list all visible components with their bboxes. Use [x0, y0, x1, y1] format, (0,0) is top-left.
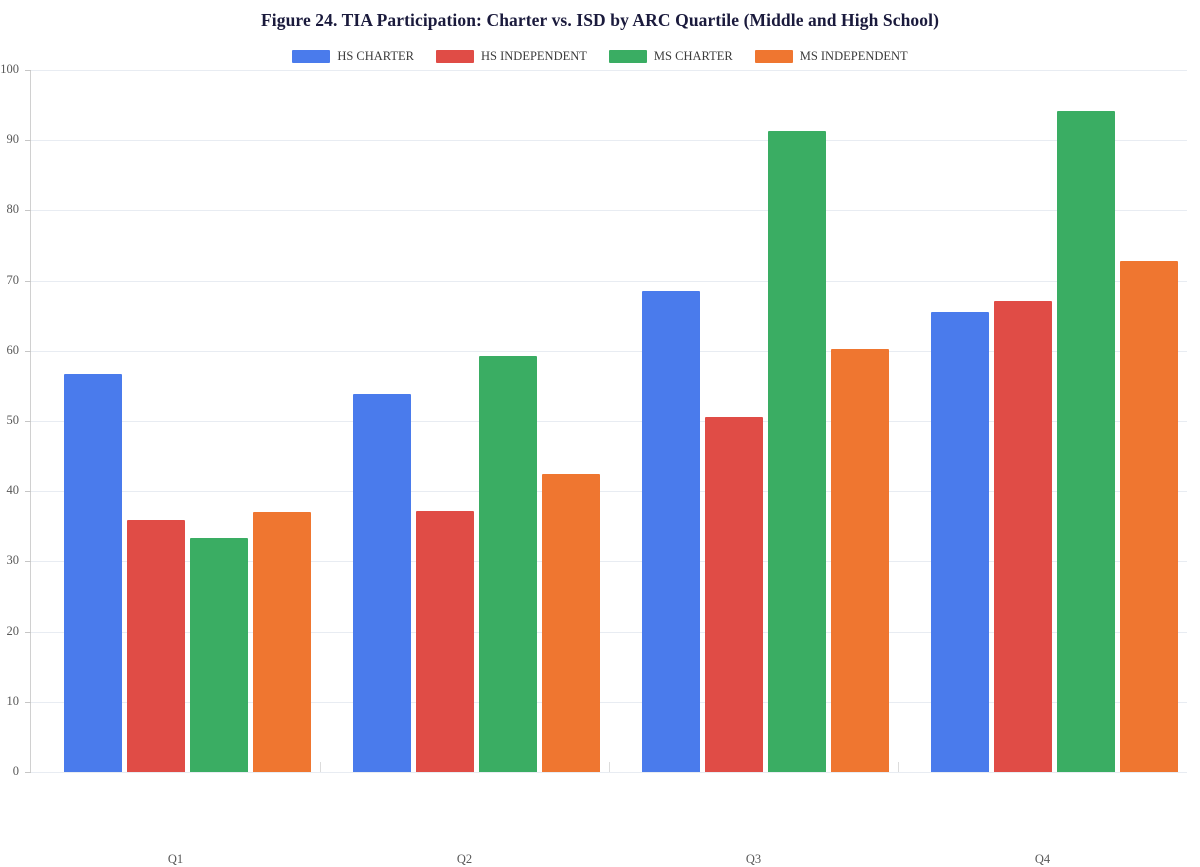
y-axis-tick-mark: [25, 421, 31, 422]
y-axis-tick-label: 20: [6, 623, 20, 638]
bar-q3-ms-charter[interactable]: [768, 131, 826, 772]
y-axis-tick-label: 10: [6, 693, 20, 708]
bar-q3-hs-independent[interactable]: [705, 416, 763, 772]
y-axis-tick-label: 70: [6, 272, 20, 287]
bar-q4-ms-independent[interactable]: [1120, 260, 1178, 772]
y-axis-tick-label: 100: [0, 62, 19, 76]
gridline: [31, 701, 1187, 703]
y-axis-tick-label: 40: [6, 483, 20, 498]
gridline: [31, 491, 1187, 493]
y-axis-tick-label: 80: [6, 202, 20, 217]
gridline: [31, 210, 1187, 212]
bar-q4-hs-charter[interactable]: [931, 311, 989, 772]
chart-title: Figure 24. TIA Participation: Charter vs…: [260, 10, 939, 30]
y-axis-tick-mark: [25, 491, 31, 493]
y-axis-tick-mark: [25, 210, 31, 212]
legend-label: MS CHARTER: [653, 48, 733, 63]
bar-q2-ms-independent[interactable]: [542, 474, 600, 772]
chart-container: Figure 24. TIA Participation: Charter vs…: [0, 10, 1200, 866]
y-axis-tick-label: 0: [12, 764, 19, 778]
legend-label: HS INDEPENDENT: [481, 48, 587, 63]
y-axis-tick-mark: [25, 772, 31, 773]
plot-area: 0 10 20 30 40 50 60 70 80 90 100 Q1 Q2 Q3 Q4: [0, 62, 1187, 866]
legend-item[interactable]: HS CHARTER: [292, 48, 415, 63]
y-axis-tick-label: 50: [6, 413, 20, 427]
x-axis-tick-label: Q1: [167, 852, 184, 866]
bar-q3-ms-independent[interactable]: [831, 348, 889, 772]
gridline: [31, 772, 1187, 773]
legend-swatch-icon: [292, 49, 331, 63]
y-axis-tick-label: 90: [6, 132, 20, 147]
y-axis-tick-mark: [25, 280, 31, 282]
x-axis-tick-label: Q4: [1034, 852, 1051, 866]
bar-q3-hs-charter[interactable]: [642, 291, 700, 772]
bar-q1-hs-independent[interactable]: [127, 519, 185, 772]
x-axis-group-separator: [898, 762, 899, 772]
y-axis-tick-mark: [25, 350, 31, 352]
bar-q2-hs-charter[interactable]: [353, 394, 411, 772]
legend-item[interactable]: MS INDEPENDENT: [754, 48, 908, 63]
bar-q2-hs-independent[interactable]: [416, 510, 474, 772]
bar-q1-hs-charter[interactable]: [64, 373, 122, 772]
y-axis-tick-label: 60: [6, 342, 20, 357]
legend-swatch-icon: [608, 49, 647, 63]
gridline: [31, 421, 1187, 422]
x-axis-group-separator: [609, 762, 610, 772]
x-axis-group-separator: [320, 762, 321, 772]
y-axis-tick-label: 30: [6, 553, 20, 568]
chart-legend: HS CHARTER HS INDEPENDENT MS CHARTER MS IND…: [0, 47, 1200, 65]
y-axis-tick-mark: [25, 701, 31, 703]
y-axis-tick-mark: [25, 631, 31, 633]
legend-label: MS INDEPENDENT: [799, 48, 908, 63]
bar-q1-ms-charter[interactable]: [190, 538, 248, 772]
gridline: [31, 140, 1187, 142]
bar-q1-ms-independent[interactable]: [253, 512, 311, 772]
bar-q2-ms-charter[interactable]: [479, 356, 537, 772]
gridline: [31, 70, 1187, 71]
legend-item[interactable]: MS CHARTER: [608, 48, 733, 63]
x-axis-tick-label: Q2: [456, 852, 473, 866]
gridline: [31, 280, 1187, 282]
legend-item[interactable]: HS INDEPENDENT: [436, 48, 587, 63]
y-axis-tick-mark: [25, 561, 31, 563]
y-axis-tick-mark: [25, 70, 31, 71]
gridline: [31, 561, 1187, 563]
legend-swatch-icon: [754, 49, 793, 63]
bar-q4-ms-charter[interactable]: [1057, 110, 1115, 772]
x-axis-tick-label: Q3: [745, 852, 762, 866]
y-axis-tick-mark: [25, 140, 31, 142]
legend-label: HS CHARTER: [337, 48, 415, 63]
bar-q4-hs-independent[interactable]: [994, 300, 1052, 772]
gridline: [31, 350, 1187, 352]
legend-swatch-icon: [436, 49, 475, 63]
gridline: [31, 631, 1187, 633]
